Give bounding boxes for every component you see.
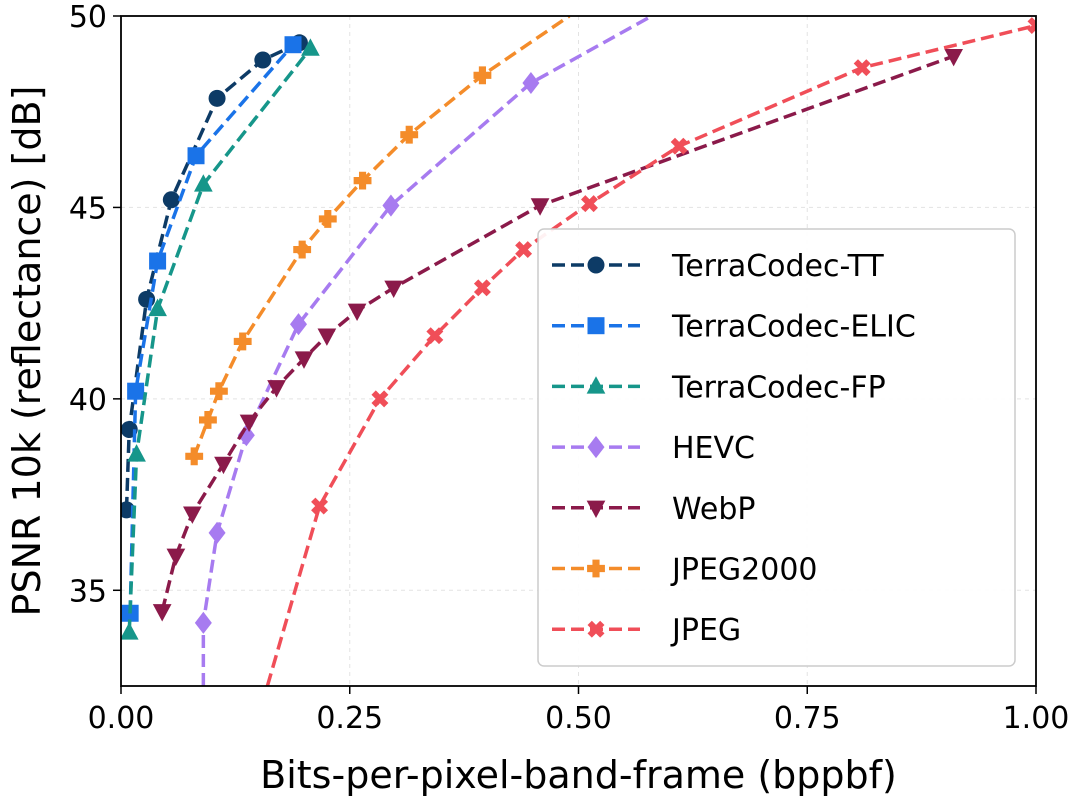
diamond-marker (587, 436, 605, 459)
legend-item: JPEG2000 (552, 553, 818, 588)
y-axis-title: PSNR 10k (reflectance) [dB] (5, 86, 49, 617)
x-tick-label: 1.00 (1003, 701, 1070, 736)
triangle-down-marker (317, 328, 337, 346)
series-jpeg2000 (185, 16, 571, 466)
x-marker (1027, 17, 1036, 35)
triangle-up-marker (194, 174, 213, 192)
y-tick-label: 35 (69, 574, 107, 609)
x-axis-title: Bits-per-pixel-band-frame (bppbf) (260, 753, 897, 797)
triangle-up-marker (121, 622, 139, 640)
legend-item: HEVC (552, 431, 755, 466)
triangle-up-marker (148, 298, 167, 317)
series-webp (152, 48, 963, 622)
legend: TerraCodec-TT TerraCodec-ELIC TerraCodec-F… (537, 228, 1016, 667)
triangle-down-marker (347, 303, 367, 321)
diamond-marker (522, 71, 540, 95)
legend-label: JPEG (670, 613, 741, 648)
series-line (201, 16, 653, 686)
triangle-down-marker (530, 198, 550, 216)
series-line (127, 47, 312, 633)
diamond-marker (290, 313, 308, 336)
y-tick-label: 50 (69, 0, 107, 35)
series-hevc (194, 16, 653, 686)
diamond-marker (237, 424, 255, 447)
x-marker (515, 241, 533, 259)
series-terracodec-fp (121, 38, 320, 640)
legend-box (537, 228, 1016, 667)
x-marker (670, 137, 688, 155)
square-marker (149, 252, 167, 270)
plus-marker (473, 66, 492, 85)
triangle-up-marker (127, 444, 146, 462)
x-tick-label: 0.75 (774, 701, 841, 736)
plus-marker (587, 559, 605, 578)
triangle-down-marker (183, 506, 202, 524)
legend-item: JPEG (552, 613, 741, 648)
y-tick-label: 45 (69, 191, 107, 226)
series-line (124, 41, 301, 510)
x-marker (853, 59, 871, 77)
x-tick-label: 0.00 (88, 701, 155, 736)
legend-label: TerraCodec-TT (671, 249, 884, 284)
plus-marker (318, 209, 337, 228)
plus-marker (199, 410, 217, 429)
triangle-down-marker (214, 456, 233, 475)
circle-marker (208, 89, 226, 107)
triangle-down-marker (152, 604, 172, 622)
x-tick-label: 0.50 (545, 701, 612, 736)
legend-label: HEVC (672, 431, 755, 466)
circle-marker (254, 51, 272, 69)
triangle-down-marker (239, 414, 259, 433)
square-marker (127, 382, 145, 400)
legend-item: TerraCodec-FP (552, 370, 886, 405)
plot-area (121, 16, 1036, 686)
circle-marker (587, 256, 605, 274)
axis-ticks: 0.00 0.25 0.50 0.75 1.00 35 40 45 50 (69, 0, 1070, 736)
triangle-down-marker (384, 280, 404, 299)
triangle-down-marker (586, 500, 606, 518)
circle-marker (162, 191, 180, 209)
x-marker (581, 195, 598, 213)
plus-marker (233, 332, 252, 351)
series-line (192, 16, 571, 457)
x-marker (371, 390, 389, 408)
legend-item: TerraCodec-TT (552, 249, 884, 284)
square-marker (587, 317, 605, 335)
legend-item: WebP (552, 492, 756, 527)
legend-label: JPEG2000 (670, 553, 818, 588)
plus-marker (209, 382, 228, 401)
plus-marker (353, 171, 372, 190)
x-marker (587, 620, 605, 638)
series-line (265, 23, 1036, 686)
diamond-marker (208, 521, 226, 544)
series-line (160, 54, 955, 612)
diamond-marker (194, 611, 212, 634)
series-terracodec-tt (121, 34, 308, 519)
triangle-up-marker (586, 376, 606, 394)
series-jpeg (265, 17, 1036, 686)
plus-marker (293, 240, 312, 259)
square-marker (284, 36, 302, 54)
triangle-down-marker (944, 48, 963, 67)
x-marker (473, 279, 491, 297)
plus-marker (185, 447, 204, 466)
x-tick-label: 0.25 (316, 701, 383, 736)
legend-label: TerraCodec-FP (671, 370, 886, 405)
y-tick-label: 40 (69, 383, 107, 418)
triangle-down-marker (166, 548, 186, 567)
triangle-up-marker (301, 38, 320, 56)
square-marker (187, 147, 205, 165)
x-marker (426, 327, 444, 345)
triangle-down-marker (267, 380, 286, 398)
plus-marker (400, 125, 419, 144)
x-marker (311, 497, 329, 515)
triangle-down-marker (294, 351, 314, 369)
legend-label: WebP (672, 492, 756, 527)
legend-item: TerraCodec-ELIC (552, 310, 916, 345)
diamond-marker (382, 194, 400, 217)
legend-label: TerraCodec-ELIC (671, 310, 916, 345)
